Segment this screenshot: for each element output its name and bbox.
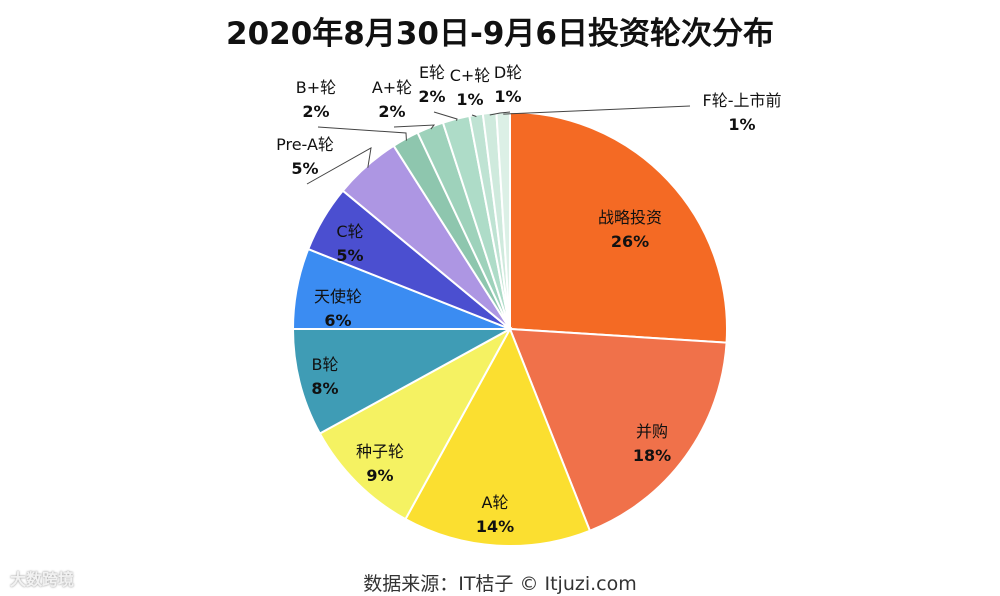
slice-percent-label: 18% (633, 446, 671, 465)
pie-slice (404, 326, 592, 547)
slice-label: 天使轮 6% (314, 287, 362, 330)
slice-category-label: 并购 (636, 422, 668, 441)
pie-slices (291, 110, 728, 547)
leader-line (393, 124, 436, 130)
slice-category-label: B+轮 (296, 78, 336, 97)
slice-label: B轮 8% (311, 355, 338, 398)
leader-line (489, 111, 511, 116)
slice-percent-label: 14% (476, 517, 514, 536)
slice-percent-label: 8% (311, 379, 338, 398)
slice-category-label: 战略投资 (598, 208, 662, 227)
slice-category-label: C轮 (336, 222, 363, 241)
slice-category-label: B轮 (312, 355, 339, 374)
slice-percent-label: 1% (456, 90, 483, 109)
slice-labels: 战略投资 26%并购 18%A轮 14%种子轮 9%B轮 8%天使轮 6%C轮 5%Pre-A… (276, 63, 781, 536)
pie-slice (508, 327, 728, 533)
slice-category-label: D轮 (494, 63, 522, 82)
leader-line (503, 105, 691, 115)
pie-slice (509, 110, 728, 344)
slice-label: D轮 1% (494, 63, 522, 106)
slice-category-label: 天使轮 (314, 287, 362, 306)
slice-label: C轮 5% (336, 222, 363, 265)
slice-label: 并购 18% (633, 422, 671, 465)
slice-category-label: E轮 (419, 63, 445, 82)
slice-category-label: 种子轮 (356, 442, 404, 461)
slice-label: A轮 14% (476, 493, 514, 536)
slice-label: F轮-上市前 1% (703, 91, 782, 134)
slice-percent-label: 9% (366, 466, 393, 485)
slice-category-label: C+轮 (450, 66, 491, 85)
leader-line (433, 111, 458, 121)
leader-line (306, 147, 372, 185)
slice-percent-label: 2% (302, 102, 329, 121)
pie-slice (318, 326, 513, 521)
pie-slice (291, 328, 511, 435)
slice-percent-label: 5% (291, 159, 318, 178)
slice-percent-label: 1% (494, 87, 521, 106)
slice-label: C+轮 1% (450, 66, 491, 109)
slice-label: 种子轮 9% (356, 442, 404, 485)
slice-category-label: A+轮 (372, 78, 412, 97)
watermark-logo: 大数跨境 (10, 570, 75, 589)
slice-label: E轮 2% (418, 63, 445, 106)
leader-lines (306, 105, 691, 185)
slice-percent-label: 6% (324, 311, 351, 330)
slice-label: A+轮 2% (372, 78, 412, 121)
slice-percent-label: 26% (611, 232, 649, 251)
slice-category-label: A轮 (482, 493, 509, 512)
chart-title: 2020年8月30日-9月6日投资轮次分布 (226, 16, 774, 52)
slice-category-label: Pre-A轮 (276, 135, 334, 154)
slice-percent-label: 1% (728, 115, 755, 134)
slice-percent-label: 5% (336, 246, 363, 265)
slice-percent-label: 2% (418, 87, 445, 106)
leader-line (471, 114, 477, 118)
slice-percent-label: 2% (378, 102, 405, 121)
slice-label: 战略投资 26% (598, 208, 662, 251)
slice-category-label: F轮-上市前 (703, 91, 782, 110)
slice-label: B+轮 2% (296, 78, 336, 121)
leader-line (317, 126, 407, 141)
slice-label: Pre-A轮 5% (276, 135, 334, 178)
source-note: 数据来源：IT桔子 © Itjuzi.com (363, 573, 637, 595)
